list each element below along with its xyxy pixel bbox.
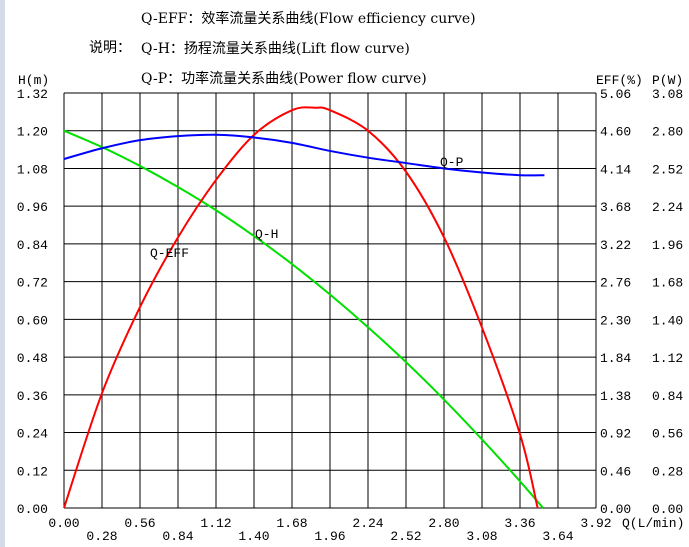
x-tick-label: 3.08	[466, 529, 497, 544]
y-tick-label-left: 0.84	[17, 238, 48, 253]
series-label-q-h: Q-H	[255, 227, 278, 242]
y-axis-label-left: H(m)	[18, 73, 49, 88]
y-tick-label-left: 0.60	[17, 313, 48, 328]
x-tick-label: 0.56	[124, 516, 155, 531]
y-tick-label-left: 0.48	[17, 351, 48, 366]
y-tick-label-power: 0.00	[652, 502, 683, 517]
y-tick-label-power: 1.40	[652, 313, 683, 328]
y-tick-label-power: 2.24	[652, 200, 683, 215]
y-tick-label-eff: 2.76	[600, 276, 631, 291]
y-axis-label-power: P(W)	[652, 73, 683, 88]
x-axis-label: Q(L/min)	[622, 516, 684, 531]
x-tick-label: 0.28	[86, 529, 117, 544]
series-line-q-h	[63, 129, 544, 509]
x-tick-label: 3.64	[542, 529, 573, 544]
y-tick-label-eff: 0.92	[600, 427, 631, 442]
y-tick-label-left: 0.96	[17, 200, 48, 215]
x-tick-label: 0.00	[48, 516, 79, 531]
y-tick-label-eff: 0.46	[600, 464, 631, 479]
y-tick-label-power: 0.84	[652, 389, 683, 404]
y-tick-label-eff: 4.14	[600, 162, 631, 177]
y-tick-label-power: 2.52	[652, 162, 683, 177]
y-tick-label-left: 0.00	[17, 502, 48, 517]
x-tick-label: 2.52	[390, 529, 421, 544]
window-edge	[0, 0, 5, 547]
y-tick-label-power: 3.08	[652, 87, 683, 102]
legend-eff: Q-EFF：效率流量关系曲线(Flow efficiency curve)	[141, 11, 476, 27]
x-tick-label: 2.24	[352, 516, 383, 531]
x-tick-label: 1.96	[314, 529, 345, 544]
series-label-q-eff: Q-EFF	[150, 246, 189, 261]
y-tick-label-power: 0.28	[652, 464, 683, 479]
y-tick-label-eff: 3.68	[600, 200, 631, 215]
y-tick-label-eff: 1.84	[600, 351, 631, 366]
series-label-q-p: Q-P	[440, 155, 464, 170]
x-tick-label: 1.68	[276, 516, 307, 531]
series-line-q-eff	[63, 106, 539, 509]
y-tick-label-left: 1.08	[17, 162, 48, 177]
y-tick-label-left: 1.32	[17, 87, 48, 102]
y-tick-label-power: 1.96	[652, 238, 683, 253]
y-axis-label-eff: EFF(%)	[596, 73, 643, 88]
x-tick-label: 3.36	[504, 516, 535, 531]
y-tick-label-left: 0.24	[17, 427, 48, 442]
x-tick-label: 0.84	[162, 529, 193, 544]
legend-h: Q-H：扬程流量关系曲线(Lift flow curve)	[141, 41, 410, 57]
y-tick-label-left: 0.72	[17, 276, 48, 291]
y-tick-label-left: 0.12	[17, 464, 48, 479]
y-tick-label-power: 2.80	[652, 125, 683, 140]
x-tick-label: 2.80	[428, 516, 459, 531]
series-line-q-p	[63, 133, 545, 177]
x-tick-label: 3.92	[580, 516, 611, 531]
y-tick-label-eff: 1.38	[600, 389, 631, 404]
y-tick-label-left: 0.36	[17, 389, 48, 404]
y-tick-label-eff: 2.30	[600, 313, 631, 328]
legend-prefix: 说明：	[89, 40, 131, 56]
y-tick-label-left: 1.20	[17, 125, 48, 140]
x-tick-label: 1.40	[238, 529, 269, 544]
y-tick-label-power: 1.68	[652, 276, 683, 291]
y-tick-label-eff: 0.00	[600, 502, 631, 517]
y-tick-label-eff: 3.22	[600, 238, 631, 253]
x-tick-label: 1.12	[200, 516, 231, 531]
y-tick-label-eff: 5.06	[600, 87, 631, 102]
y-tick-label-power: 1.12	[652, 351, 683, 366]
y-tick-label-eff: 4.60	[600, 125, 631, 140]
y-tick-label-power: 0.56	[652, 427, 683, 442]
legend-p: Q-P：功率流量关系曲线(Power flow curve)	[141, 71, 427, 87]
